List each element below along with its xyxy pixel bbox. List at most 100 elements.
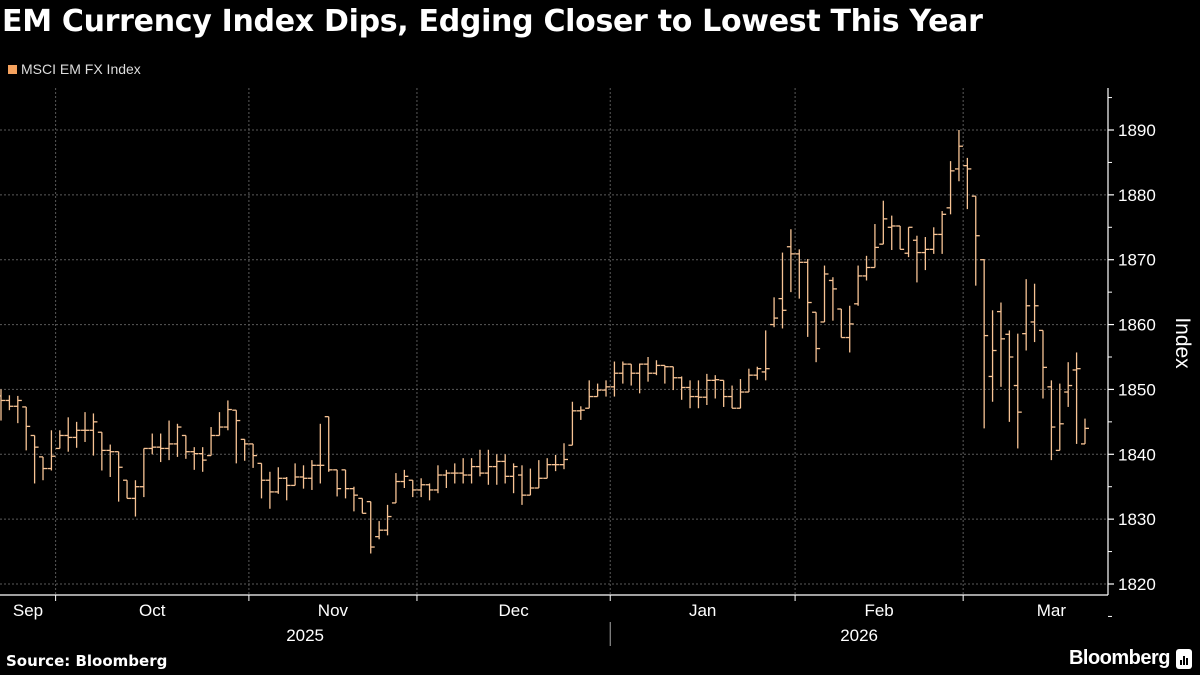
y-tick-label: 1850 [1118, 380, 1156, 399]
y-tick-label: 1820 [1118, 575, 1156, 594]
ohlc-bar [753, 366, 762, 380]
x-month-label: Mar [1037, 601, 1067, 620]
bloomberg-terminal-icon [1176, 648, 1192, 669]
ohlc-bar [232, 409, 241, 464]
ohlc-bar [879, 200, 888, 245]
ohlc-bar [492, 454, 501, 485]
y-tick-label: 1840 [1118, 445, 1156, 464]
y-tick-label: 1890 [1118, 121, 1156, 140]
x-month-label: Jan [689, 601, 716, 620]
y-tick-label: 1880 [1118, 186, 1156, 205]
ohlc-bar [980, 259, 989, 429]
ohlc-bar [89, 413, 98, 456]
ohlc-bar [408, 479, 417, 498]
ohlc-bar [870, 224, 879, 269]
ohlc-bar [904, 226, 913, 258]
ohlc-bar [778, 252, 787, 329]
ohlc-bar [30, 434, 39, 484]
ohlc-bar [719, 379, 728, 407]
ohlc-bar [198, 447, 207, 472]
ohlc-bar [64, 417, 73, 452]
x-month-label: Nov [318, 601, 349, 620]
ohlc-bar [366, 500, 375, 554]
x-month-label: Dec [498, 601, 529, 620]
ohlc-bar [307, 460, 316, 490]
ohlc-bar [1022, 279, 1031, 351]
ohlc-bar [627, 363, 636, 386]
y-tick-label: 1870 [1118, 251, 1156, 270]
ohlc-bar [1072, 352, 1081, 444]
ohlc-bar [694, 380, 703, 409]
ohlc-bar [240, 438, 249, 461]
ohlc-bar [148, 433, 157, 455]
ohlc-bar [274, 467, 283, 494]
ohlc-bar [509, 463, 518, 494]
ohlc-bar [375, 521, 384, 540]
ohlc-bar [963, 157, 972, 210]
x-month-label: Feb [864, 601, 893, 620]
y-tick-label: 1860 [1118, 316, 1156, 335]
ohlc-bar [938, 211, 947, 254]
ohlc-bar [459, 458, 468, 484]
ohlc-bar [358, 497, 367, 514]
ohlc-bar [282, 476, 291, 501]
ohlc-bar [349, 486, 358, 512]
ohlc-bar [517, 465, 526, 505]
ohlc-bar [223, 400, 232, 431]
ohlc-bar [299, 465, 308, 489]
ohlc-bar [568, 401, 577, 446]
ohlc-bar [450, 463, 459, 484]
ohlc-bar [0, 389, 5, 421]
ohlc-bar [1081, 418, 1089, 445]
bloomberg-logo: Bloomberg [1069, 647, 1192, 670]
ohlc-bar [333, 469, 342, 497]
ohlc-bar [47, 430, 56, 471]
ohlc-bar [954, 130, 963, 182]
ohlc-bar [744, 368, 753, 393]
ohlc-bar [576, 406, 585, 420]
ohlc-bar [433, 465, 442, 494]
ohlc-bar [560, 443, 569, 470]
ohlc-bar [660, 364, 669, 384]
ohlc-bar [207, 427, 216, 457]
ohlc-bar [1038, 329, 1047, 399]
ohlc-bar [845, 305, 854, 353]
ohlc-bar [156, 433, 165, 463]
ohlc-bar [97, 431, 106, 471]
x-year-label: 2026 [840, 626, 878, 645]
ohlc-bar [896, 225, 905, 250]
ohlc-bar [131, 480, 140, 517]
ohlc-bar [72, 421, 81, 448]
ohlc-bar [5, 395, 14, 411]
ohlc-bar [971, 195, 980, 286]
ohlc-bar [1005, 330, 1014, 422]
ohlc-bar [1013, 333, 1022, 449]
ohlc-bar [475, 449, 484, 477]
ohlc-bar [173, 423, 182, 457]
legend: MSCI EM FX Index [8, 61, 141, 77]
ohlc-bar [114, 451, 123, 502]
ohlc-bar [602, 380, 611, 397]
y-tick-label: 1830 [1118, 510, 1156, 529]
ohlc-bar [123, 479, 132, 500]
ohlc-bar [786, 229, 795, 293]
ohlc-bar [669, 366, 678, 391]
x-month-label: Sep [13, 601, 43, 620]
ohlc-bar [249, 443, 258, 468]
ohlc-bar [921, 237, 930, 271]
ohlc-bar [55, 430, 64, 450]
ohlc-bar [257, 462, 266, 499]
ohlc-bar [677, 376, 686, 400]
ohlc-bar [106, 444, 115, 477]
bars [0, 130, 1089, 554]
ohlc-bar [324, 416, 333, 472]
ohlc-bar [635, 363, 644, 394]
ohlc-bar [543, 458, 552, 479]
ohlc-bar [291, 463, 300, 487]
ohlc-bar [728, 385, 737, 409]
ohlc-bar [929, 227, 938, 254]
ohlc-bar [81, 412, 90, 442]
ohlc-bar [996, 302, 1005, 387]
ohlc-bar [803, 259, 812, 337]
